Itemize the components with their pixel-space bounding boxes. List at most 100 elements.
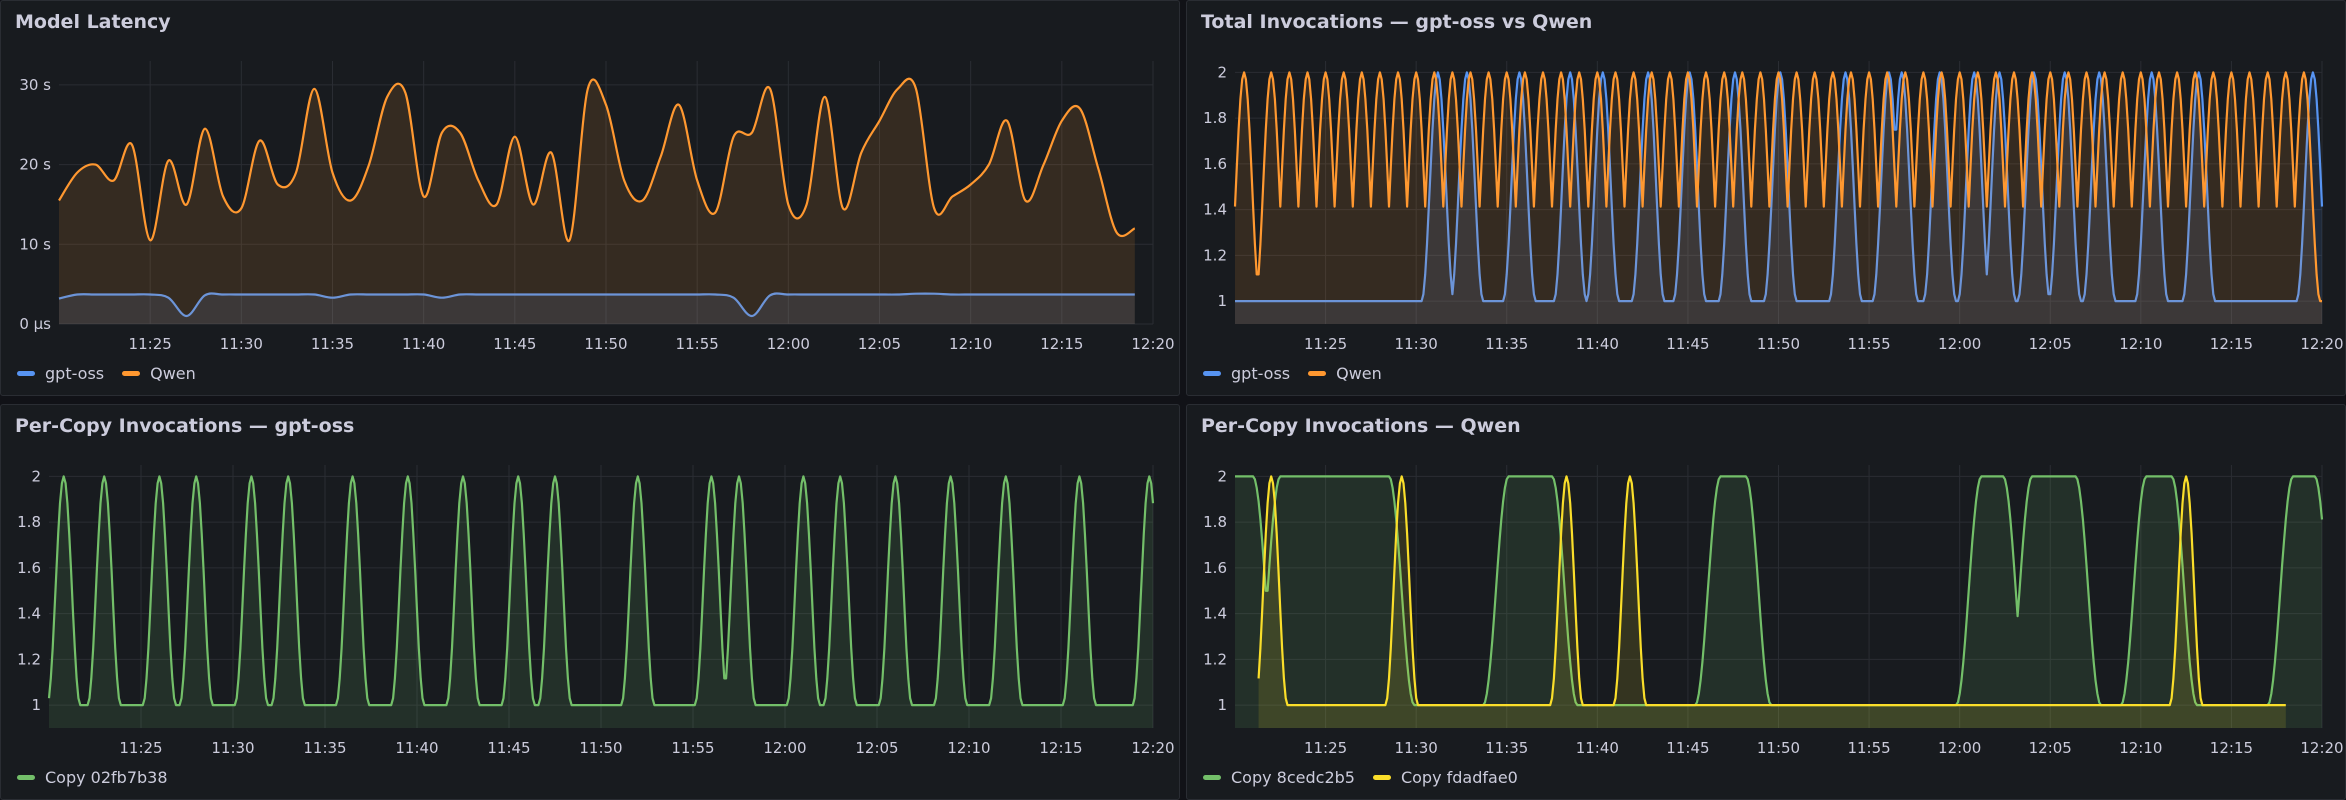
chart-per-copy-gpt-oss: 1 1.2 1.4 1.6 1.8 2 11:25 11:30 11:35 11:40 11:45 1… — [17, 465, 1175, 757]
axes: 1 1.2 1.4 1.6 1.8 2 11:25 11:30 11:35 11:40 11:45 1… — [1203, 467, 2343, 757]
legend-item-copy-8cedc2b5[interactable]: Copy 8cedc2b5 — [1203, 768, 1355, 787]
legend-swatch — [122, 371, 141, 376]
panel-model-latency: Model Latency 0 µs 10 s 20 s 30 s 11:25 11:30… — [0, 0, 1180, 396]
x-tick-label: 12:00 — [1938, 335, 1981, 353]
legend-swatch — [1203, 775, 1221, 780]
x-tick-label: 12:05 — [2029, 739, 2072, 757]
x-tick-label: 11:45 — [487, 739, 530, 757]
y-tick-label: 0 µs — [19, 315, 51, 333]
legend-item-qwen[interactable]: Qwen — [122, 364, 196, 383]
x-tick-label: 12:15 — [2210, 739, 2253, 757]
axes: 1 1.2 1.4 1.6 1.8 2 11:25 11:30 11:35 11:40 11:45 1… — [1203, 63, 2343, 353]
legend-swatch — [17, 775, 35, 780]
x-tick-label: 12:05 — [855, 739, 898, 757]
y-tick-label: 1.6 — [17, 559, 41, 577]
y-tick-label: 1.4 — [1203, 201, 1227, 219]
y-tick-label: 1.4 — [17, 605, 41, 623]
series-area-copy-8cedc2b5 — [1235, 476, 2322, 728]
x-tick-label: 12:00 — [763, 739, 806, 757]
panel-total-invocations: Total Invocations — gpt-oss vs Qwen 1 1.2… — [1186, 0, 2346, 396]
x-tick-label: 12:05 — [858, 335, 901, 353]
legend-label: Qwen — [1336, 364, 1382, 383]
series-area-qwen — [1235, 72, 2322, 325]
x-tick-label: 12:00 — [1938, 739, 1981, 757]
x-tick-label: 11:45 — [1666, 739, 1709, 757]
x-tick-label: 11:40 — [1576, 335, 1619, 353]
chart-total-invocations: 1 1.2 1.4 1.6 1.8 2 11:25 11:30 11:35 11:40 11:45 1… — [1203, 61, 2344, 353]
series-group — [1235, 475, 2324, 728]
x-tick-label: 11:50 — [1757, 335, 1800, 353]
x-tick-label: 11:45 — [493, 335, 536, 353]
x-tick-label: 11:50 — [579, 739, 622, 757]
panel-title: Per-Copy Invocations — gpt-oss — [15, 415, 355, 437]
y-tick-label: 1.6 — [1203, 559, 1227, 577]
y-tick-label: 1.8 — [17, 513, 41, 531]
axes: 1 1.2 1.4 1.6 1.8 2 11:25 11:30 11:35 11:40 11:45 1… — [17, 467, 1174, 757]
y-tick-label: 1 — [1217, 292, 1227, 310]
y-tick-label: 2 — [31, 467, 41, 485]
series-line-gpt-oss — [58, 292, 1135, 318]
legend-item-copy-fdadfae0[interactable]: Copy fdadfae0 — [1372, 768, 1518, 787]
y-tick-label: 1.2 — [1203, 246, 1227, 264]
x-tick-label: 12:05 — [2029, 335, 2072, 353]
x-tick-label: 12:20 — [1131, 335, 1174, 353]
x-tick-label: 12:20 — [2300, 335, 2343, 353]
y-tick-label: 10 s — [19, 235, 51, 253]
x-tick-label: 11:25 — [1304, 739, 1347, 757]
x-tick-label: 11:40 — [395, 739, 438, 757]
x-tick-label: 12:15 — [1040, 335, 1083, 353]
legend: gpt-oss Qwen — [17, 364, 196, 383]
series-line-copy-02fb7b38 — [47, 475, 1155, 707]
y-tick-label: 1 — [1217, 696, 1227, 714]
x-tick-label: 12:20 — [1131, 739, 1174, 757]
series-line-gpt-oss — [1235, 71, 2324, 303]
x-tick-label: 12:10 — [949, 335, 992, 353]
legend-swatch — [1308, 371, 1327, 376]
axes: 0 µs 10 s 20 s 30 s 11:25 11:30 11:35 11:40 11:4… — [19, 76, 1174, 353]
y-tick-label: 2 — [1217, 63, 1227, 81]
legend-item-gpt-oss[interactable]: gpt-oss — [17, 364, 104, 383]
x-tick-label: 12:10 — [2119, 739, 2162, 757]
x-tick-label: 11:25 — [119, 739, 162, 757]
chart-model-latency: 0 µs 10 s 20 s 30 s 11:25 11:30 11:35 11:40 11:4… — [19, 61, 1175, 353]
legend-label: Copy fdadfae0 — [1400, 768, 1518, 787]
x-tick-label: 12:00 — [767, 335, 810, 353]
x-tick-label: 11:25 — [1304, 335, 1347, 353]
y-tick-label: 20 s — [19, 156, 51, 174]
legend-swatch — [17, 371, 35, 376]
series-line-qwen — [1233, 71, 2322, 303]
y-tick-label: 1.6 — [1203, 155, 1227, 173]
y-tick-label: 1.2 — [1203, 650, 1227, 668]
series-group — [47, 475, 1155, 728]
x-tick-label: 12:20 — [2300, 739, 2343, 757]
series-group — [1233, 71, 2324, 325]
x-tick-label: 12:15 — [1039, 739, 1082, 757]
panel-per-copy-qwen: Per-Copy Invocations — Qwen 1 1.2 1.4 1.6 1.… — [1186, 404, 2346, 800]
series-area-gpt-oss — [59, 293, 1135, 324]
x-tick-label: 11:30 — [220, 335, 263, 353]
x-tick-label: 11:55 — [671, 739, 714, 757]
panel-per-copy-gpt-oss: Per-Copy Invocations — gpt-oss 1 1.2 1.4 1.… — [0, 404, 1180, 800]
series-line-copy-fdadfae0 — [1257, 475, 2286, 707]
x-tick-label: 11:30 — [1395, 335, 1438, 353]
y-tick-label: 30 s — [19, 76, 51, 94]
legend-label: gpt-oss — [1231, 364, 1291, 383]
x-tick-label: 11:35 — [1485, 739, 1528, 757]
legend-swatch — [1372, 775, 1391, 780]
legend-label: gpt-oss — [45, 364, 105, 383]
x-tick-label: 11:50 — [1757, 739, 1800, 757]
legend-item-copy-02fb7b38[interactable]: Copy 02fb7b38 — [17, 768, 168, 787]
y-tick-label: 2 — [1217, 467, 1227, 485]
panel-title: Total Invocations — gpt-oss vs Qwen — [1201, 11, 1593, 33]
x-tick-label: 11:35 — [303, 739, 346, 757]
series-line-qwen — [58, 77, 1136, 242]
panel-title: Per-Copy Invocations — Qwen — [1201, 415, 1521, 437]
legend-item-gpt-oss[interactable]: gpt-oss — [1203, 364, 1290, 383]
y-tick-label: 1.8 — [1203, 109, 1227, 127]
x-tick-label: 11:40 — [402, 335, 445, 353]
x-tick-label: 11:35 — [1485, 335, 1528, 353]
y-tick-label: 1.2 — [17, 650, 41, 668]
legend: gpt-oss Qwen — [1203, 364, 1382, 383]
x-tick-label: 11:45 — [1666, 335, 1709, 353]
legend-item-qwen[interactable]: Qwen — [1308, 364, 1382, 383]
